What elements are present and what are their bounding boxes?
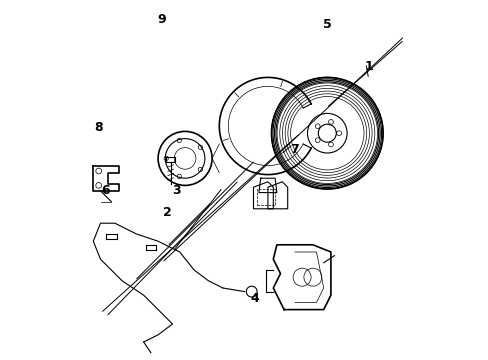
- Text: 6: 6: [102, 184, 110, 197]
- Text: 8: 8: [94, 121, 103, 134]
- Text: 4: 4: [250, 292, 259, 305]
- Text: 7: 7: [290, 143, 299, 156]
- Text: 5: 5: [322, 18, 331, 31]
- Text: 2: 2: [163, 206, 171, 219]
- Text: 1: 1: [364, 60, 372, 73]
- Text: 9: 9: [157, 13, 165, 26]
- Text: 3: 3: [171, 184, 180, 197]
